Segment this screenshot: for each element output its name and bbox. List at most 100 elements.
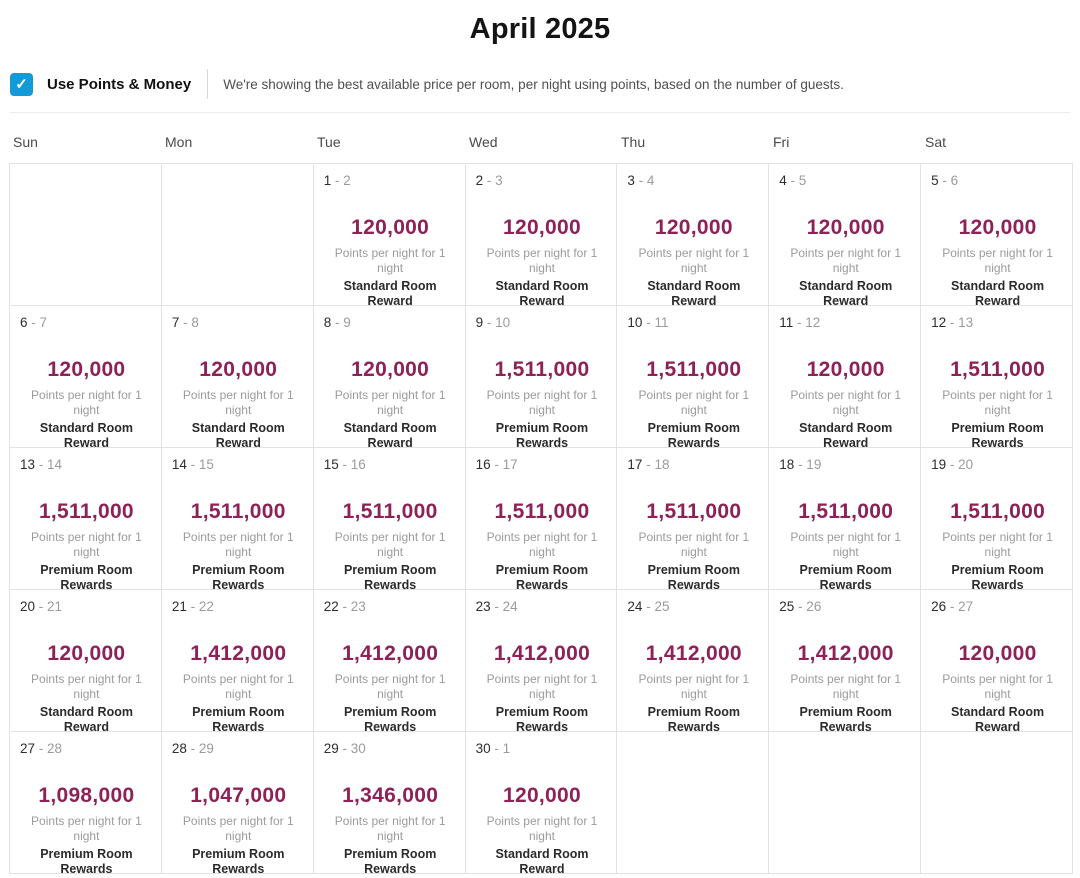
calendar-cell[interactable]: 9 - 10 1,511,000 Points per night for 1 ni… — [465, 306, 618, 450]
calendar-cell[interactable]: 2 - 3 120,000 Points per night for 1 night… — [465, 164, 618, 309]
date-range: 29 - 30 — [324, 740, 457, 757]
calendar-cell[interactable]: 28 - 29 1,047,000 Points per night for 1 n… — [161, 732, 314, 876]
calendar-cell[interactable]: 3 - 4 120,000 Points per night for 1 night… — [617, 164, 770, 308]
points-caption: Points per night for 1 night — [942, 388, 1053, 417]
calendar-cell[interactable]: 14 - 15 1,511,000 Points per night for 1 n… — [161, 448, 314, 592]
calendar-cell[interactable]: 26 - 27 120,000 Points per night for 1 nig… — [921, 590, 1073, 734]
calendar-cell[interactable]: 11 - 12 120,000 Points per night for 1 nig… — [769, 306, 922, 451]
rate-info: 1,511,000 Points per night for 1 night Pre… — [476, 499, 609, 593]
use-points-checkbox[interactable]: ✓ — [10, 72, 33, 96]
rate-info: 120,000 Points per night for 1 night Stand… — [476, 215, 609, 309]
date-range: 22 - 23 — [324, 598, 457, 615]
date-range: 7 - 8 — [172, 314, 305, 331]
points-value: 1,511,000 — [646, 358, 742, 381]
calendar-cell[interactable]: 19 - 20 1,511,000 Points per night for 1 n… — [921, 448, 1073, 593]
weekday-header-row: Sun Mon Tue Wed Thu Fri Sat — [9, 134, 1073, 163]
rate-info: 1,412,000 Points per night for 1 night Pre… — [779, 641, 912, 735]
date-end: - 29 — [186, 741, 214, 756]
calendar-cell[interactable]: 1 - 2 120,000 Points per night for 1 night… — [313, 164, 466, 308]
room-type-label: Premium Room Rewards — [192, 847, 285, 876]
room-type-label: Standard Room Reward — [191, 421, 285, 450]
calendar-cell[interactable]: 23 - 24 1,412,000 Points per night for 1 n… — [465, 590, 618, 735]
date-end: - 15 — [186, 457, 214, 472]
calendar-cell[interactable]: 20 - 21 120,000 Points per night for 1 nig… — [10, 590, 162, 735]
room-type-label: Premium Room Rewards — [495, 563, 589, 592]
date-range: 24 - 25 — [627, 598, 760, 615]
date-end: - 18 — [642, 457, 670, 472]
points-value: 1,511,000 — [950, 500, 1046, 523]
date-start: 25 — [779, 599, 795, 614]
calendar-cell[interactable]: 25 - 26 1,412,000 Points per night for 1 n… — [769, 590, 922, 735]
rate-info: 120,000 Points per night for 1 night Stand… — [931, 215, 1064, 309]
date-range: 6 - 7 — [20, 314, 153, 331]
date-start: 26 — [931, 599, 947, 614]
calendar-cell[interactable]: 6 - 7 120,000 Points per night for 1 night… — [10, 306, 162, 450]
room-type-label: Premium Room Rewards — [192, 705, 285, 734]
date-start: 28 — [171, 741, 187, 756]
calendar-cell[interactable]: 27 - 28 1,098,000 Points per night for 1 n… — [10, 732, 162, 876]
date-end: - 10 — [483, 315, 511, 330]
rate-info: 120,000 Points per night for 1 night Stand… — [20, 641, 153, 735]
date-range: 14 - 15 — [172, 456, 305, 473]
room-type-label: Standard Room Reward — [647, 279, 741, 308]
room-type-label: Premium Room Rewards — [40, 563, 133, 592]
rate-info: 1,511,000 Points per night for 1 night Pre… — [324, 499, 457, 593]
calendar-cell[interactable]: 29 - 30 1,346,000 Points per night for 1 n… — [313, 732, 466, 876]
calendar-cell[interactable]: 13 - 14 1,511,000 Points per night for 1 n… — [10, 448, 162, 593]
room-type-label: Premium Room Rewards — [951, 563, 1044, 592]
calendar-cell-empty — [921, 732, 1073, 874]
weekday-header-mon: Mon — [165, 134, 193, 150]
room-type-label: Premium Room Rewards — [495, 421, 589, 450]
points-caption: Points per night for 1 night — [334, 388, 446, 417]
date-range: 16 - 17 — [476, 456, 609, 473]
calendar-cell[interactable]: 22 - 23 1,412,000 Points per night for 1 n… — [313, 590, 466, 734]
rate-info: 1,412,000 Points per night for 1 night Pre… — [476, 641, 609, 735]
calendar-cell[interactable]: 21 - 22 1,412,000 Points per night for 1 n… — [161, 590, 314, 735]
calendar-cell[interactable]: 17 - 18 1,511,000 Points per night for 1 n… — [617, 448, 770, 593]
rate-info: 1,412,000 Points per night for 1 night Pre… — [172, 641, 305, 735]
date-start: 18 — [779, 457, 795, 472]
points-value: 1,346,000 — [342, 784, 439, 807]
date-end: - 19 — [794, 457, 822, 472]
date-start: 4 — [779, 173, 787, 188]
points-caption: Points per night for 1 night — [790, 388, 902, 417]
room-type-label: Standard Room Reward — [343, 279, 437, 308]
calendar-cell[interactable]: 7 - 8 120,000 Points per night for 1 night… — [161, 306, 314, 450]
date-range: 4 - 5 — [779, 172, 912, 189]
rate-info: 120,000 Points per night for 1 night Stand… — [779, 215, 912, 309]
date-start: 15 — [323, 457, 339, 472]
calendar-cell[interactable]: 12 - 13 1,511,000 Points per night for 1 n… — [921, 306, 1073, 450]
date-start: 22 — [323, 599, 339, 614]
date-start: 2 — [475, 173, 484, 188]
points-caption: Points per night for 1 night — [486, 672, 598, 701]
calendar-cell[interactable]: 30 - 1 120,000 Points per night for 1 nigh… — [465, 732, 618, 876]
rate-info: 1,511,000 Points per night for 1 night Pre… — [627, 499, 760, 593]
date-start: 8 — [323, 315, 332, 330]
rate-info: 120,000 Points per night for 1 night Stand… — [779, 357, 912, 451]
calendar-cell-empty — [10, 164, 162, 306]
date-range: 15 - 16 — [324, 456, 457, 473]
points-value: 1,412,000 — [493, 642, 591, 665]
calendar-cell[interactable]: 16 - 17 1,511,000 Points per night for 1 n… — [465, 448, 618, 593]
rate-info: 1,511,000 Points per night for 1 night Pre… — [20, 499, 153, 593]
calendar-cell[interactable]: 8 - 9 120,000 Points per night for 1 night… — [313, 306, 466, 450]
date-end: - 8 — [179, 315, 199, 330]
calendar-cell-empty — [617, 732, 770, 874]
points-value: 1,511,000 — [190, 500, 286, 523]
points-value: 120,000 — [351, 216, 430, 239]
calendar-cell[interactable]: 24 - 25 1,412,000 Points per night for 1 n… — [617, 590, 770, 734]
date-range: 21 - 22 — [172, 598, 305, 615]
rate-info: 1,511,000 Points per night for 1 night Pre… — [931, 499, 1064, 593]
points-value: 120,000 — [47, 642, 126, 665]
points-caption: Points per night for 1 night — [182, 814, 294, 843]
calendar-cell[interactable]: 15 - 16 1,511,000 Points per night for 1 n… — [313, 448, 466, 593]
calendar-cell[interactable]: 10 - 11 1,511,000 Points per night for 1 n… — [617, 306, 770, 450]
calendar-cell[interactable]: 18 - 19 1,511,000 Points per night for 1 n… — [769, 448, 922, 592]
date-end: - 21 — [35, 599, 63, 614]
points-caption: Points per night for 1 night — [334, 672, 446, 701]
calendar-cell[interactable]: 4 - 5 120,000 Points per night for 1 night… — [769, 164, 922, 309]
date-range: 18 - 19 — [779, 456, 912, 473]
date-start: 19 — [931, 457, 947, 472]
points-caption: Points per night for 1 night — [790, 672, 902, 701]
calendar-cell[interactable]: 5 - 6 120,000 Points per night for 1 night… — [921, 164, 1073, 309]
